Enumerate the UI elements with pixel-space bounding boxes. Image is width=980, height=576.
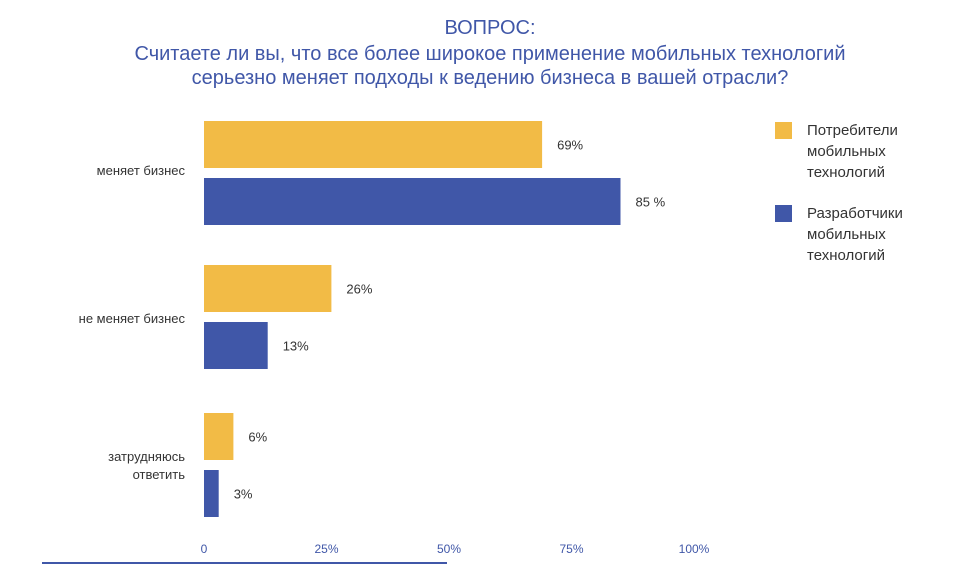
legend-swatch-developers: [775, 205, 792, 222]
category-label: не меняет бизнес: [79, 311, 186, 326]
x-tick-label: 0: [201, 542, 208, 556]
x-tick-label: 100%: [679, 542, 710, 556]
category-label: меняет бизнес: [97, 163, 186, 178]
bar-developers: [204, 322, 268, 369]
bar-value-label: 85 %: [636, 195, 666, 210]
category-label: затрудняюсь ответить: [108, 449, 185, 482]
bar-value-label: 13%: [283, 339, 309, 354]
x-tick-label: 25%: [314, 542, 338, 556]
x-tick-label: 50%: [437, 542, 461, 556]
bar-consumers: [204, 265, 332, 312]
chart-title-line-1: ВОПРОС:: [444, 17, 536, 39]
x-tick-label: 75%: [559, 542, 583, 556]
bar-consumers: [204, 121, 543, 168]
legend-label-consumers: Потребители мобильных технологий: [807, 122, 898, 181]
bar-value-label: 26%: [346, 282, 372, 297]
bar-value-label: 3%: [234, 487, 253, 502]
bar-value-label: 6%: [248, 430, 267, 445]
bar-developers: [204, 178, 621, 225]
legend-item-consumers: Потребители мобильных технологий: [775, 120, 965, 183]
legend-swatch-consumers: [775, 122, 792, 139]
chart-title-line-3: серьезно меняет подходы к ведению бизнес…: [191, 67, 789, 89]
legend-item-developers: Разработчики мобильных технологий: [775, 203, 965, 266]
chart-title-line-2: Считаете ли вы, что все более широкое пр…: [134, 43, 846, 65]
bar-consumers: [204, 413, 234, 460]
bar-developers: [204, 470, 219, 517]
chart-legend: Потребители мобильных технологий Разрабо…: [775, 120, 965, 286]
legend-label-developers: Разработчики мобильных технологий: [807, 205, 903, 264]
bar-value-label: 69%: [557, 138, 583, 153]
